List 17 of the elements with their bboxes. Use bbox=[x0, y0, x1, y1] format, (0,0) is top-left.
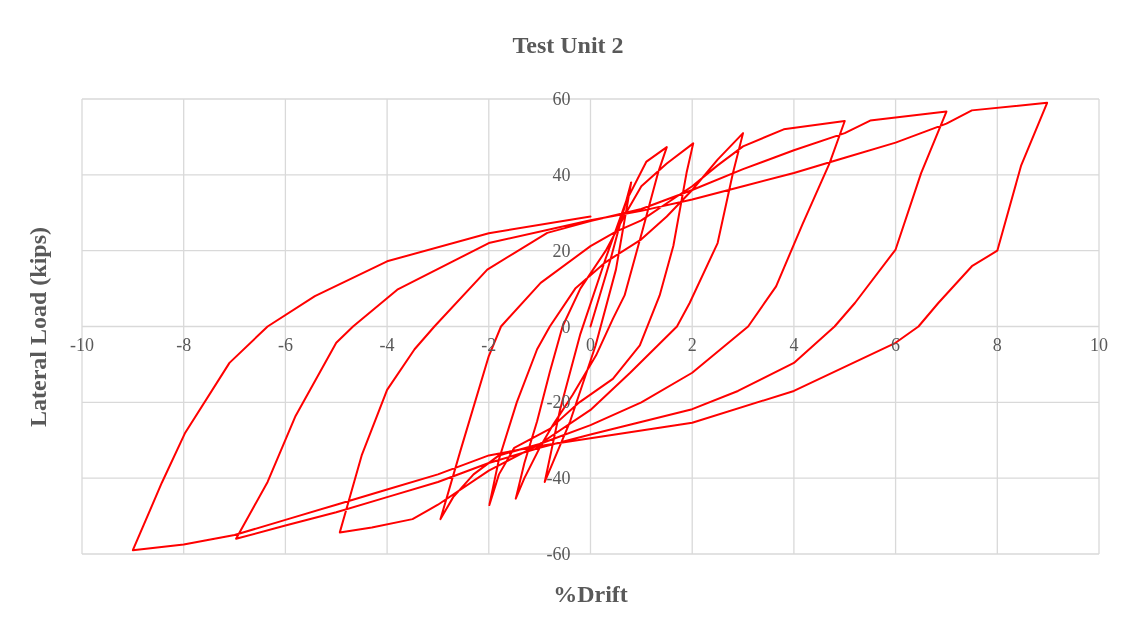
x-tick-label: 10 bbox=[1090, 334, 1108, 355]
x-tick-label: -8 bbox=[176, 334, 192, 355]
x-tick-label: -4 bbox=[379, 334, 395, 355]
y-tick-label: 60 bbox=[552, 89, 571, 109]
x-tick-label: 2 bbox=[687, 334, 697, 355]
x-tick-label: 0 bbox=[586, 334, 595, 355]
y-tick-label: -60 bbox=[546, 544, 571, 564]
x-tick-label: 8 bbox=[992, 334, 1002, 355]
x-tick-label: -10 bbox=[70, 334, 94, 355]
y-axis-title: Lateral Load (kips) bbox=[24, 226, 52, 427]
chart-title: Test Unit 2 bbox=[511, 32, 625, 59]
y-tick-label: 40 bbox=[552, 164, 571, 185]
x-axis-title: %Drift bbox=[552, 581, 629, 608]
y-tick-label: -40 bbox=[546, 468, 571, 489]
x-tick-label: 4 bbox=[789, 334, 799, 355]
x-tick-label: -6 bbox=[277, 334, 293, 355]
y-tick-label: 20 bbox=[552, 240, 571, 261]
